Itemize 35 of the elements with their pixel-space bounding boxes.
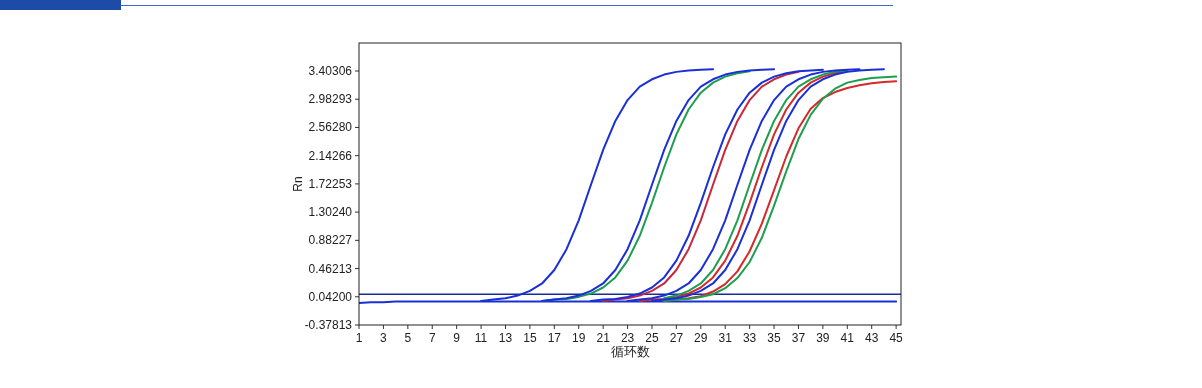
x-tick-label: 31 [718,331,733,345]
y-tick-label: 2.98293 [308,92,353,107]
x-tick-label: 41 [840,331,855,345]
x-tick-label: 19 [572,331,586,345]
y-axis-title: Rn [291,176,305,192]
x-tick-label: 15 [523,331,537,345]
x-tick-label: 35 [767,331,782,345]
x-tick-label: 17 [547,331,562,345]
x-tick-label: 21 [596,331,611,345]
x-tick-label: 27 [669,331,684,345]
y-tick-label: -0.37813 [304,318,353,332]
x-tick-label: 3 [380,331,388,345]
x-tick-label: 33 [742,331,757,345]
y-tick-label: 2.56280 [308,120,353,135]
x-tick-label: 1 [355,331,363,345]
y-tick-label: 1.72253 [308,176,353,191]
x-tick-label: 9 [453,331,461,345]
x-tick-label: 37 [791,331,806,345]
y-tick-label: 2.14266 [308,148,353,163]
x-tick-label: 25 [645,331,659,345]
x-tick-label: 13 [498,331,513,345]
x-tick-label: 11 [474,331,488,345]
x-tick-label: 5 [404,331,412,345]
x-tick-label: 39 [816,331,830,345]
y-tick-label: 0.46213 [308,261,353,276]
y-tick-label: 0.04200 [308,289,353,304]
y-tick-label: 0.88227 [308,233,353,248]
x-tick-label: 29 [694,331,708,345]
x-axis-title: 循环数 [610,344,650,359]
x-tick-label: 45 [889,331,904,345]
y-tick-label: 3.40306 [308,64,353,79]
x-tick-label: 23 [620,331,635,345]
x-tick-label: 7 [428,331,436,345]
y-tick-label: 1.30240 [308,205,353,220]
x-tick-label: 43 [865,331,879,345]
